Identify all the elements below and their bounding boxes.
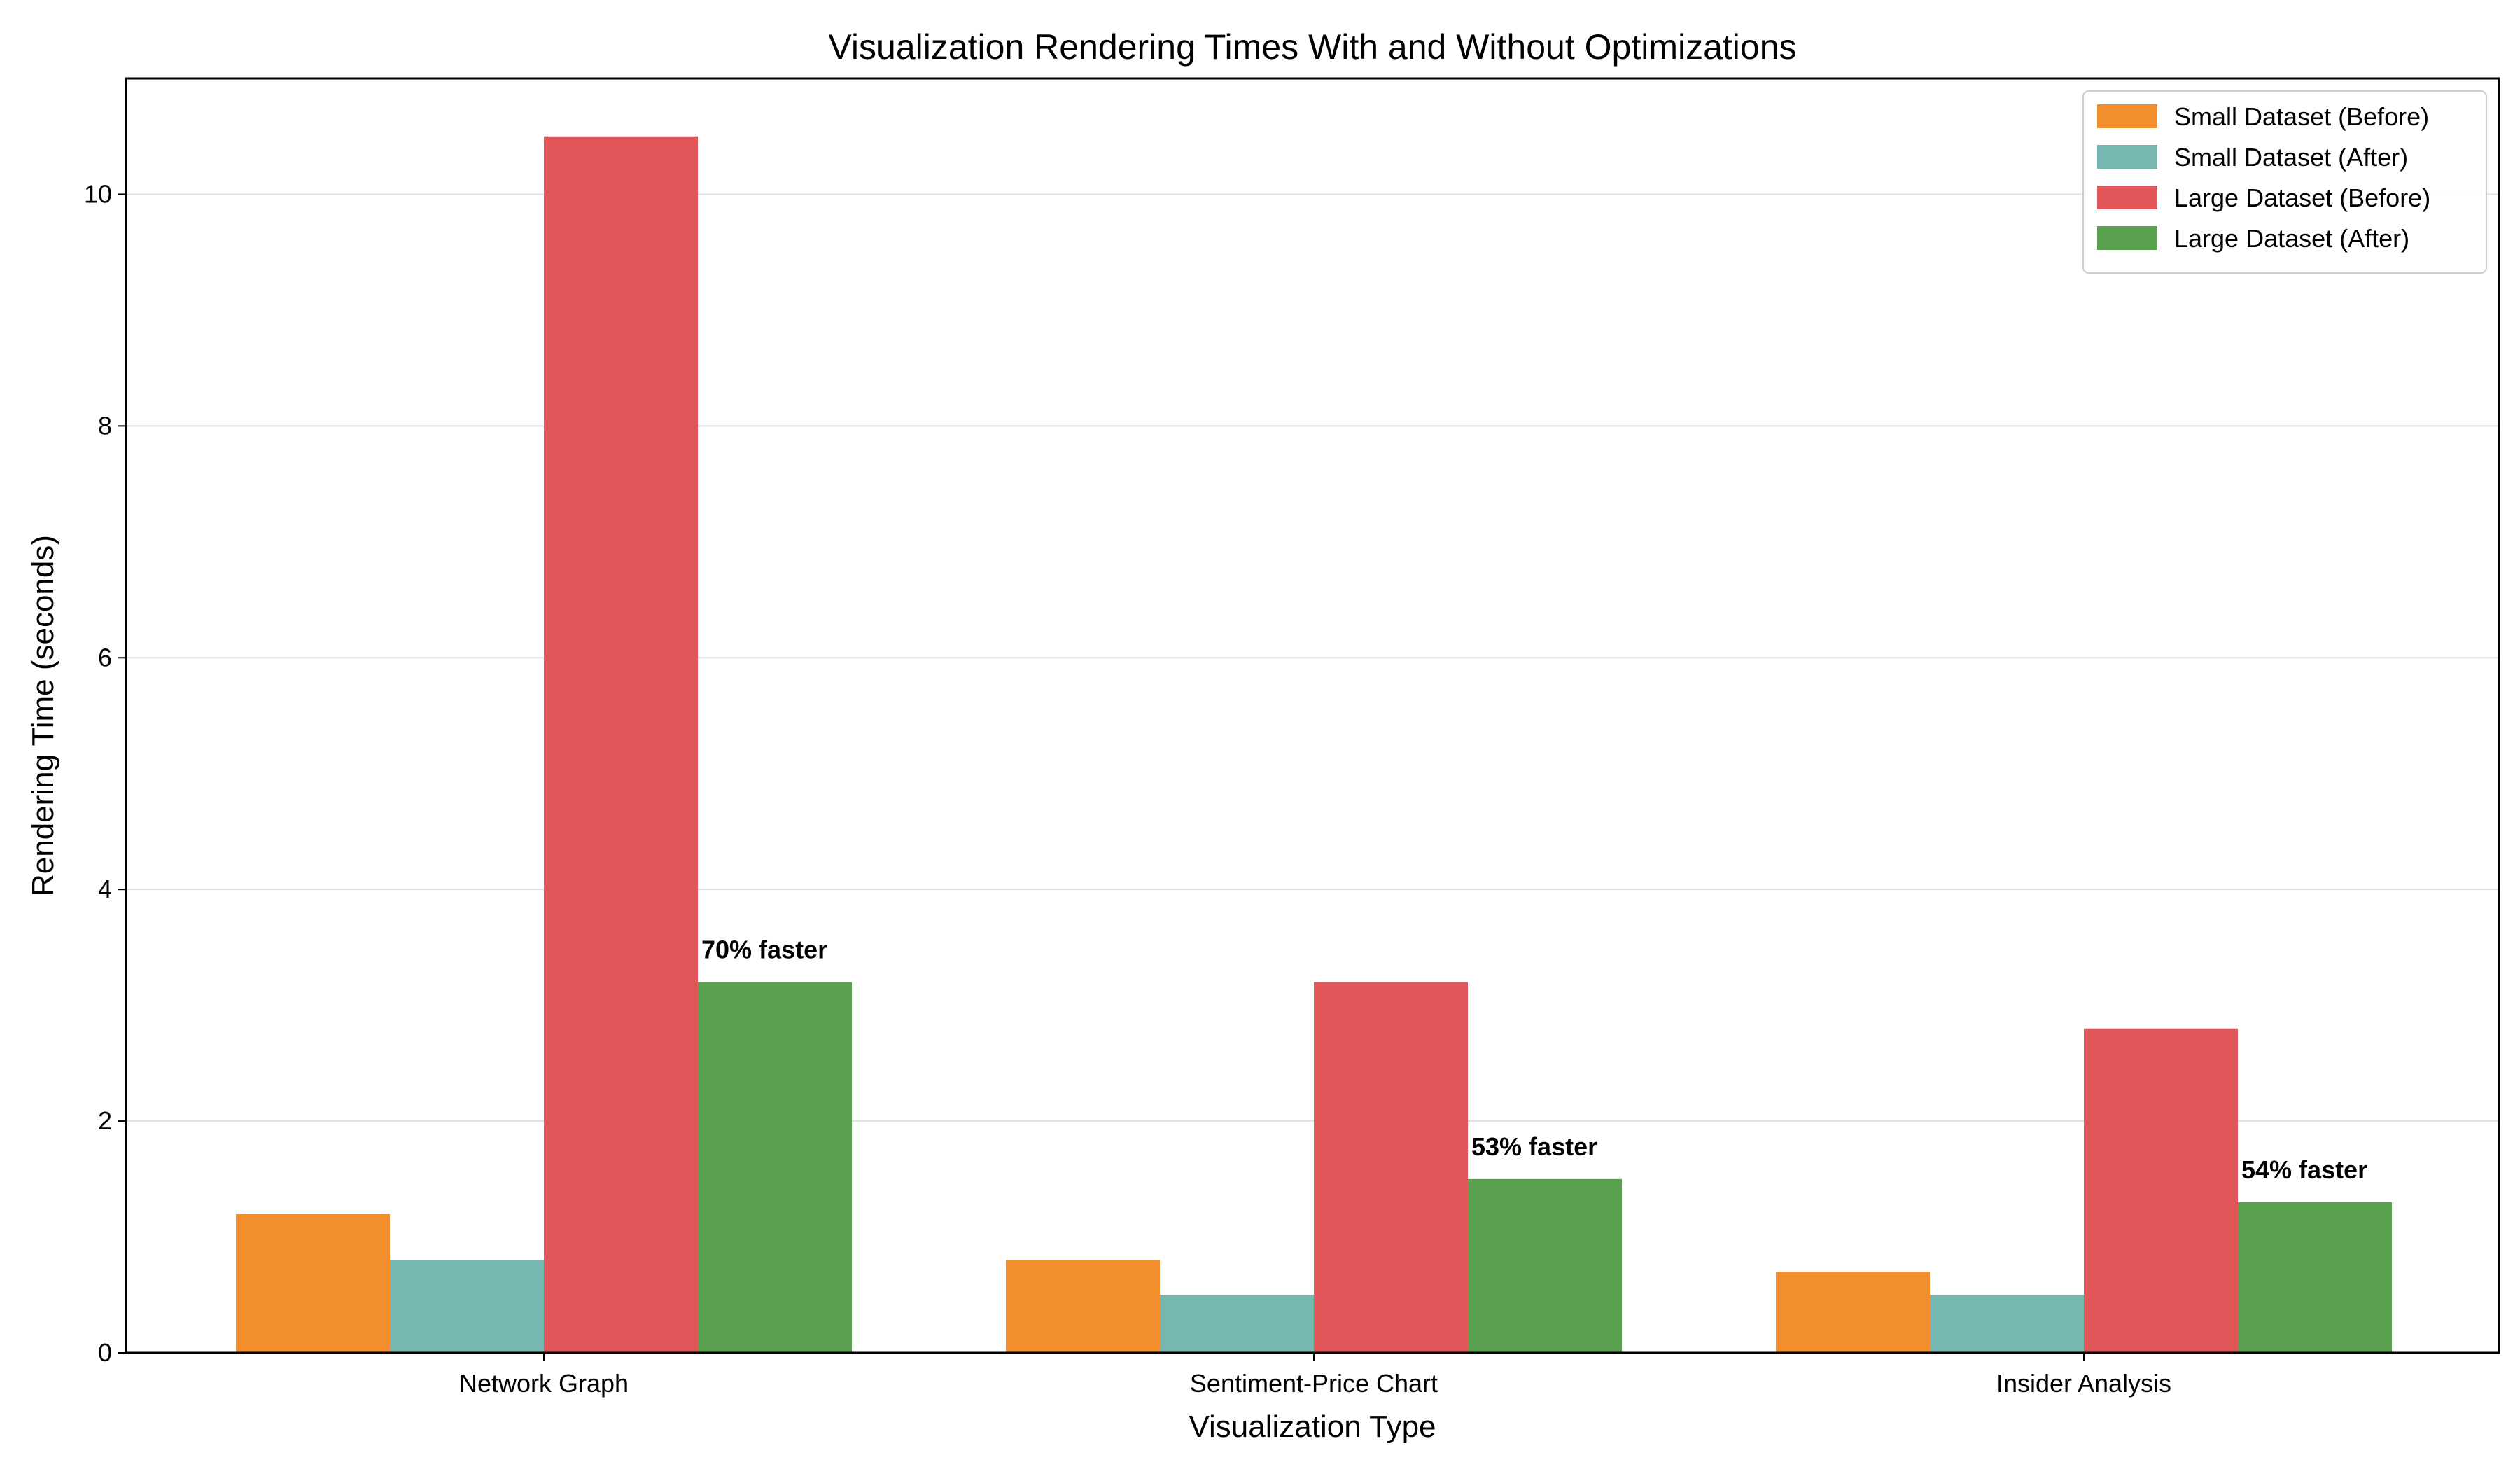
bar — [1160, 1295, 1314, 1353]
bar — [1314, 982, 1468, 1353]
x-tick-label: Insider Analysis — [1996, 1369, 2171, 1398]
bar — [390, 1260, 544, 1353]
x-axis-label: Visualization Type — [1189, 1410, 1436, 1444]
chart-title: Visualization Rendering Times With and W… — [828, 27, 1796, 67]
bar — [698, 982, 852, 1353]
bar-annotation: 54% faster — [2241, 1155, 2367, 1184]
bar — [2238, 1202, 2392, 1353]
y-tick-label: 0 — [98, 1338, 112, 1367]
bar — [1930, 1295, 2084, 1353]
bar — [2084, 1028, 2238, 1353]
legend-label: Large Dataset (Before) — [2174, 183, 2430, 212]
legend-label: Small Dataset (Before) — [2174, 102, 2429, 131]
legend-label: Small Dataset (After) — [2174, 143, 2408, 172]
y-tick-label: 4 — [98, 875, 112, 903]
bar — [1468, 1178, 1622, 1353]
legend-swatch — [2097, 104, 2157, 128]
bar-annotations: 70% faster 53% faster 54% faster — [701, 936, 2367, 1184]
y-tick-label: 8 — [98, 411, 112, 440]
bar-annotation: 53% faster — [1471, 1132, 1597, 1161]
bars — [236, 136, 2392, 1353]
x-tick-label: Sentiment-Price Chart — [1190, 1369, 1438, 1398]
bar-annotation: 70% faster — [701, 936, 827, 964]
legend: Small Dataset (Before) Small Dataset (Aft… — [2082, 90, 2487, 274]
y-axis-label: Rendering Time (seconds) — [26, 535, 60, 896]
y-axis-ticks: 0 2 4 6 8 10 — [84, 179, 126, 1367]
bar — [544, 136, 698, 1353]
legend-swatch — [2097, 186, 2157, 209]
legend-label: Large Dataset (After) — [2174, 224, 2409, 253]
bar — [1776, 1272, 1930, 1353]
legend-swatch — [2097, 145, 2157, 169]
legend-frame — [2082, 90, 2487, 274]
y-tick-label: 6 — [98, 643, 112, 672]
bar — [1006, 1260, 1160, 1353]
y-tick-label: 10 — [84, 179, 112, 208]
y-tick-label: 2 — [98, 1106, 112, 1135]
x-axis-ticks: Network Graph Sentiment-Price Chart Inside… — [459, 1353, 2171, 1398]
x-tick-label: Network Graph — [459, 1369, 629, 1398]
bar — [236, 1214, 390, 1353]
legend-swatch — [2097, 226, 2157, 250]
plot-frame — [125, 77, 2500, 1354]
